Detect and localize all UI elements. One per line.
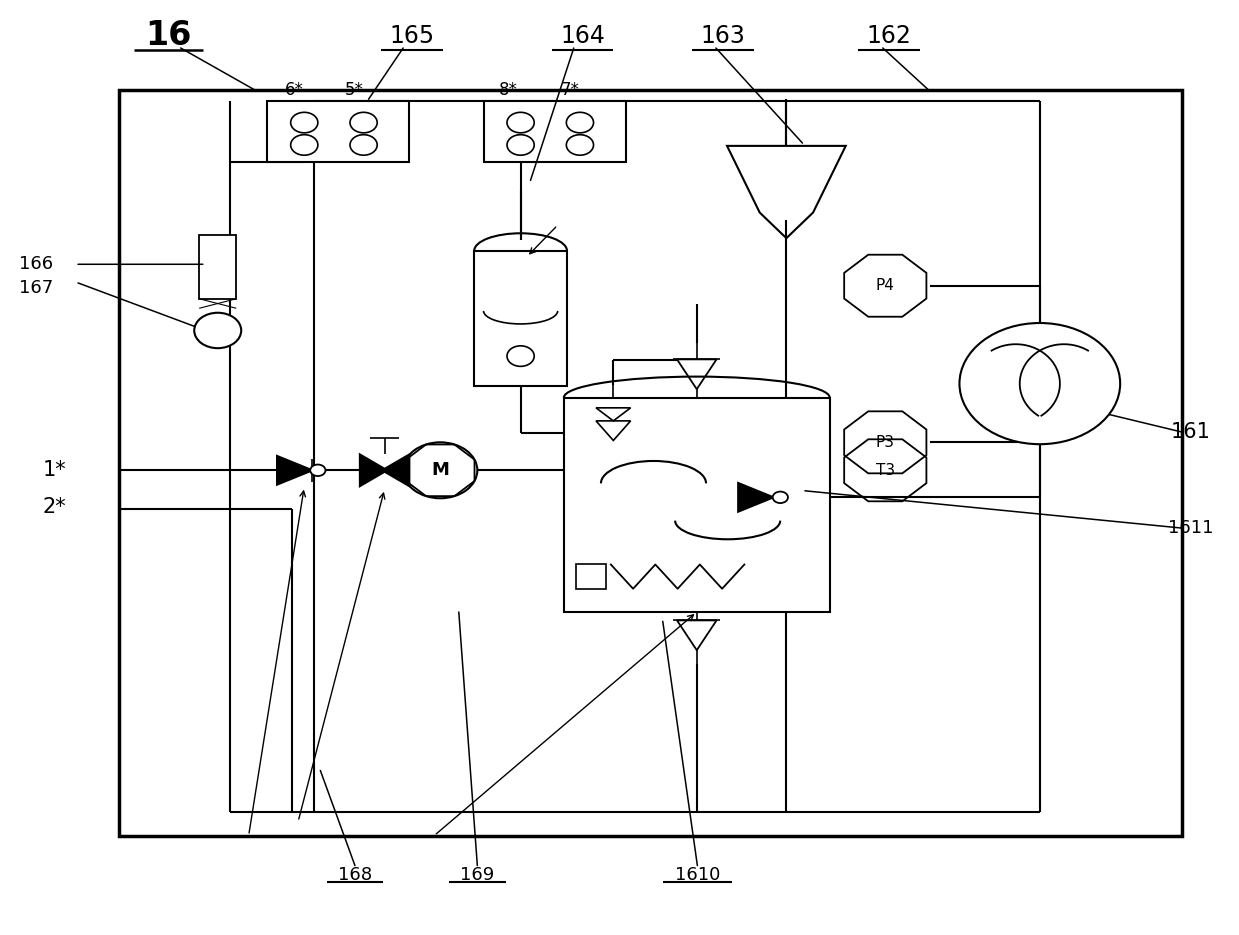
Bar: [199, 236, 237, 299]
Bar: [483, 101, 626, 162]
Circle shape: [773, 492, 788, 503]
Text: 6*: 6*: [285, 81, 304, 99]
Circle shape: [507, 112, 534, 133]
Text: 8*: 8*: [499, 81, 518, 99]
Circle shape: [195, 312, 242, 348]
Text: T3: T3: [876, 463, 895, 478]
Circle shape: [566, 112, 593, 133]
Circle shape: [291, 112, 318, 133]
Text: 161: 161: [1171, 422, 1211, 442]
Circle shape: [349, 135, 377, 155]
Text: 2*: 2*: [42, 496, 67, 517]
Bar: [576, 565, 606, 589]
Polygon shape: [738, 483, 773, 511]
Text: 1*: 1*: [42, 460, 67, 481]
Text: P4: P4: [876, 279, 895, 294]
Text: 169: 169: [460, 866, 494, 884]
Text: 163: 163: [701, 24, 746, 48]
Circle shape: [507, 346, 534, 367]
Circle shape: [310, 465, 326, 476]
Circle shape: [403, 442, 477, 498]
Polygon shape: [382, 454, 409, 486]
Text: 167: 167: [19, 279, 53, 296]
Text: 1610: 1610: [675, 866, 720, 884]
Circle shape: [566, 135, 593, 155]
Text: 1611: 1611: [1168, 519, 1213, 537]
Circle shape: [349, 112, 377, 133]
Circle shape: [959, 323, 1120, 444]
Polygon shape: [278, 456, 312, 484]
Text: 164: 164: [560, 24, 605, 48]
Text: 168: 168: [338, 866, 372, 884]
Polygon shape: [359, 454, 387, 486]
Text: 166: 166: [19, 255, 53, 273]
Bar: [475, 251, 567, 386]
Circle shape: [291, 135, 318, 155]
Text: 16: 16: [145, 20, 192, 52]
Text: 165: 165: [389, 24, 435, 48]
Text: M: M: [431, 461, 450, 480]
Circle shape: [507, 135, 534, 155]
Text: P3: P3: [876, 435, 895, 450]
Bar: [564, 397, 830, 612]
Text: 7*: 7*: [560, 81, 580, 99]
Bar: [268, 101, 409, 162]
Text: 162: 162: [866, 24, 912, 48]
Text: 5*: 5*: [344, 81, 363, 99]
Bar: [119, 90, 1182, 836]
